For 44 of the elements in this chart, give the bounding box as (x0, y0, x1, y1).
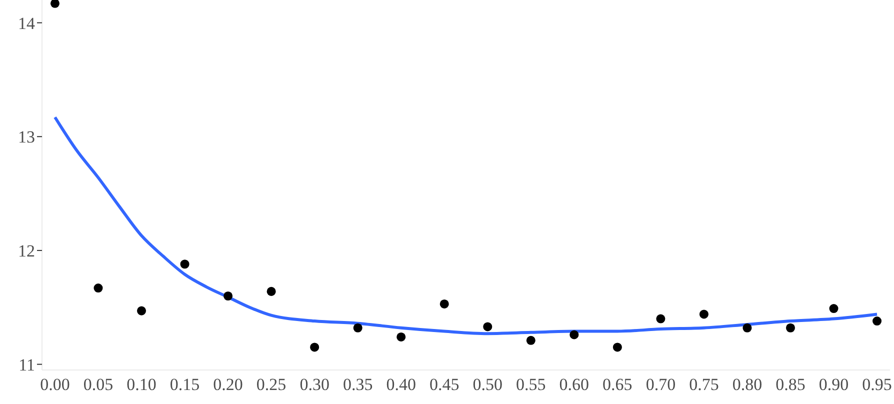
point (50, 0, 60, 8)
x-tick-label: 0.45 (429, 375, 460, 394)
x-tick-label: 0.40 (386, 375, 416, 394)
y-tick-label: 13 (18, 128, 35, 147)
point (612, 342, 622, 352)
x-tick-label: 0.50 (472, 375, 503, 394)
x-tick-label: 0.35 (342, 375, 373, 394)
point (829, 304, 838, 314)
point (440, 299, 449, 308)
x-tick-label: 0.15 (170, 375, 200, 394)
y-tick-label: 12 (18, 241, 35, 260)
point (266, 286, 276, 296)
point (180, 260, 190, 269)
x-tick-label: 0.95 (862, 375, 892, 394)
point (310, 342, 320, 352)
x-tick-label: 0.90 (818, 375, 849, 394)
point (94, 284, 103, 293)
x-tick-label: 0.00 (40, 375, 70, 394)
y-tick-label: 14 (18, 14, 36, 33)
point (396, 332, 406, 342)
point (353, 323, 362, 332)
point (699, 310, 708, 319)
y-tick-label: 11 (18, 355, 35, 374)
x-tick-label: 0.25 (256, 375, 286, 394)
point (656, 314, 666, 324)
point (526, 336, 536, 345)
x-tick-label: 0.60 (559, 375, 590, 394)
point (742, 323, 752, 332)
point (483, 322, 492, 332)
x-tick-label: 0.30 (300, 375, 330, 394)
x-tick-label: 0.85 (776, 375, 806, 394)
point (872, 316, 882, 326)
point (136, 306, 146, 316)
point (570, 330, 579, 340)
x-tick-label: 0.80 (732, 375, 762, 394)
x-tick-label: 0.65 (602, 375, 632, 394)
x-tick-label: 0.75 (689, 375, 719, 394)
x-tick-label: 0.20 (213, 375, 243, 394)
point (224, 291, 233, 301)
point (786, 323, 796, 332)
x-tick-label: 0.10 (126, 375, 156, 394)
x-tick-label: 0.55 (516, 375, 546, 394)
x-tick-label: 0.70 (646, 375, 676, 394)
x-tick-label: 0.05 (83, 375, 114, 394)
